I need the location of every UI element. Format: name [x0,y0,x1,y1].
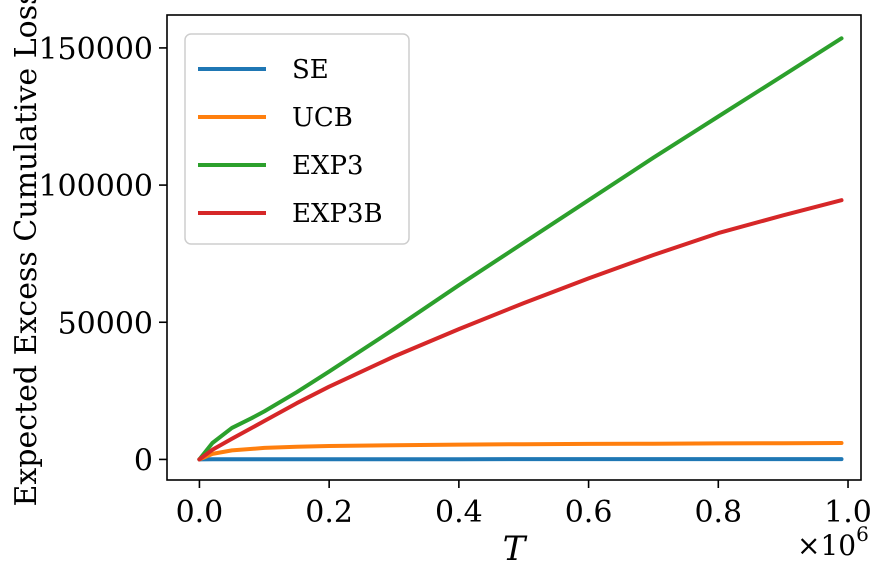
x-axis-label: T [503,529,528,563]
x-tick-label: 0.4 [435,495,483,530]
y-tick-label: 100000 [38,169,153,204]
legend-items: SE UCB EXP3 EXP3B [198,55,383,229]
y-tick-label: 50000 [58,306,153,341]
legend-label-exp3b: EXP3B [292,199,383,229]
x-tick-label: 0.6 [565,495,613,530]
legend-label-exp3: EXP3 [292,151,364,181]
y-axis-ticks: 0 50000 100000 150000 [38,32,167,478]
series-line-exp3 [197,36,844,462]
x-tick-label: 1.0 [824,495,871,530]
legend-label-ucb: UCB [292,103,353,133]
y-tick-label: 0 [134,443,153,478]
x-tick-label: 0.8 [694,495,742,530]
x-tick-label: 0.2 [305,495,353,530]
legend-label-se: SE [292,55,329,85]
x-axis-ticks: 0.0 0.2 0.4 0.6 0.8 1.0 [176,480,871,530]
legend-box [184,33,410,245]
x-multiplier-base: ×10 [797,529,856,562]
x-multiplier: ×106 [797,522,869,562]
x-tick-label: 0.0 [176,495,224,530]
y-tick-label: 150000 [38,32,153,67]
series-line-ucb [197,441,844,462]
y-axis-label: Expected Excess Cumulative Loss [9,0,44,507]
legend: SE UCB EXP3 EXP3B [184,33,410,245]
series-lines [197,36,844,462]
x-multiplier-exponent: 6 [856,522,869,546]
series-line-exp3b [197,198,844,462]
